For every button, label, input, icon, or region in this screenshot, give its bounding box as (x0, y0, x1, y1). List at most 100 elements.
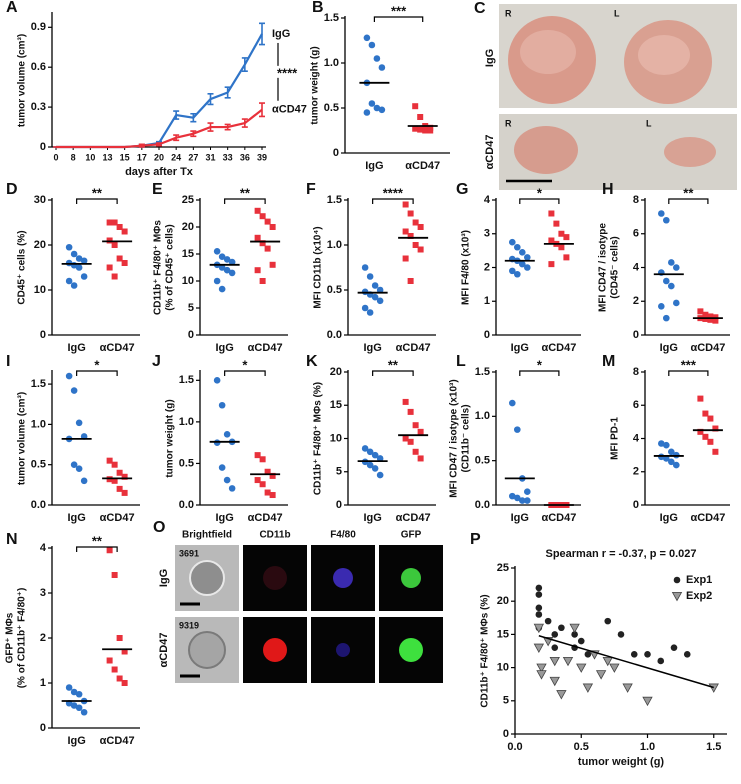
point (361, 445, 369, 452)
point (402, 201, 409, 208)
point (70, 461, 78, 468)
point (264, 245, 271, 252)
significance: **** (383, 185, 404, 200)
point (75, 419, 83, 427)
point (259, 213, 266, 220)
point (544, 617, 552, 625)
point (673, 299, 680, 307)
point (218, 253, 226, 260)
point (402, 398, 409, 405)
significance-bracket (519, 198, 560, 204)
x-tick-label: αCD47 (541, 342, 576, 354)
panel-letter: F (306, 181, 316, 198)
point (259, 240, 266, 247)
point (535, 611, 543, 618)
y-tick-label: 20 (182, 221, 194, 233)
point (116, 469, 123, 476)
cell (188, 631, 226, 669)
x-tick-label: αCD47 (396, 512, 431, 524)
point (609, 663, 620, 673)
y-axis-label: MFI CD47 / isotype (x10³) (449, 379, 460, 497)
y-axis-label: MFI PD-1 (610, 417, 621, 460)
significance-bracket (519, 370, 560, 376)
point (269, 224, 276, 230)
point (707, 415, 714, 422)
point (514, 243, 521, 251)
y-tick-label: 1.5 (475, 366, 490, 378)
point (412, 448, 419, 455)
point (668, 458, 675, 466)
point (366, 273, 374, 280)
point (422, 127, 429, 134)
trend-line (538, 635, 714, 689)
significance: ** (388, 357, 399, 372)
point (412, 242, 419, 248)
panel-letter: H (602, 181, 614, 198)
point (563, 234, 570, 241)
point (558, 230, 565, 237)
error-bar (224, 123, 231, 131)
row-label: αCD47 (484, 135, 496, 170)
y-tick-label: 2 (40, 632, 46, 644)
y-tick-label: 15 (182, 248, 194, 260)
point (427, 127, 434, 134)
y-tick-label: 2 (484, 261, 490, 273)
y-tick-label: 5 (188, 302, 194, 314)
point (65, 277, 73, 285)
point (80, 257, 88, 265)
point (576, 663, 587, 673)
error-bar (138, 143, 145, 148)
y-axis-label: CD45⁺ cells (%) (17, 230, 28, 304)
side-label: L (646, 118, 652, 128)
error-bar (224, 86, 231, 99)
error-bar (173, 134, 180, 142)
point (116, 255, 123, 262)
y-tick-label: 0 (484, 329, 490, 341)
x-tick-label: 17 (137, 152, 147, 162)
x-axis-label: days after Tx (125, 166, 194, 178)
y-axis-label: CD11b⁺ F4/80⁺ MΦs (%) (313, 382, 324, 495)
point (407, 233, 414, 239)
point (707, 313, 714, 320)
point (708, 683, 719, 693)
point (223, 256, 231, 263)
x-tick-label: 8 (71, 152, 76, 162)
point (712, 425, 719, 432)
point (269, 472, 276, 479)
y-tick-label: 1.0 (327, 239, 342, 251)
point (254, 207, 261, 214)
y-tick-label: 20 (34, 239, 46, 251)
point (563, 254, 570, 261)
x-tick-label: 0 (53, 152, 58, 162)
y-axis-label: (% of CD11b⁺ F4/80⁺) (17, 588, 28, 689)
point (702, 311, 709, 318)
y-axis-label: (% of CD45⁺ cells) (165, 224, 176, 310)
significance-bracket (668, 370, 709, 376)
y-tick-label: 30 (34, 194, 46, 206)
point (630, 651, 638, 658)
point (663, 441, 670, 449)
x-tick-label: αCD47 (690, 342, 725, 354)
significance: ** (683, 185, 694, 200)
y-axis-label: MFI F4/80 (x10³) (461, 230, 472, 305)
point (569, 623, 580, 634)
significance: ** (92, 533, 103, 548)
point (697, 395, 704, 402)
panel-letter: L (456, 353, 466, 370)
point (533, 643, 545, 654)
row-label: IgG (484, 49, 496, 67)
point (697, 428, 704, 435)
point (407, 408, 414, 415)
point (509, 267, 516, 275)
y-tick-label: 5 (503, 695, 509, 707)
significance: ** (240, 185, 251, 200)
y-tick-label: 1.0 (179, 416, 194, 428)
point (65, 243, 73, 251)
x-tick-label: αCD47 (248, 342, 283, 354)
y-tick-label: 5 (336, 466, 342, 478)
x-axis-label: tumor weight (g) (578, 756, 664, 768)
significance-bracket (76, 198, 118, 204)
y-tick-label: 6 (633, 399, 639, 411)
point (407, 438, 414, 445)
point (80, 273, 88, 280)
